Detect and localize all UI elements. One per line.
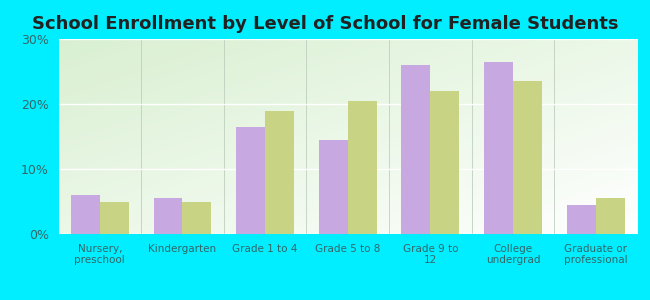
- Text: School Enrollment by Level of School for Female Students: School Enrollment by Level of School for…: [32, 15, 618, 33]
- Bar: [71, 195, 100, 234]
- Bar: [318, 140, 348, 234]
- Bar: [183, 202, 211, 234]
- Bar: [402, 65, 430, 234]
- Bar: [567, 205, 595, 234]
- Bar: [513, 81, 542, 234]
- Bar: [100, 202, 129, 234]
- Bar: [236, 127, 265, 234]
- Bar: [153, 198, 183, 234]
- Bar: [595, 198, 625, 234]
- Bar: [430, 91, 460, 234]
- Bar: [265, 110, 294, 234]
- Bar: [484, 62, 513, 234]
- Bar: [348, 101, 377, 234]
